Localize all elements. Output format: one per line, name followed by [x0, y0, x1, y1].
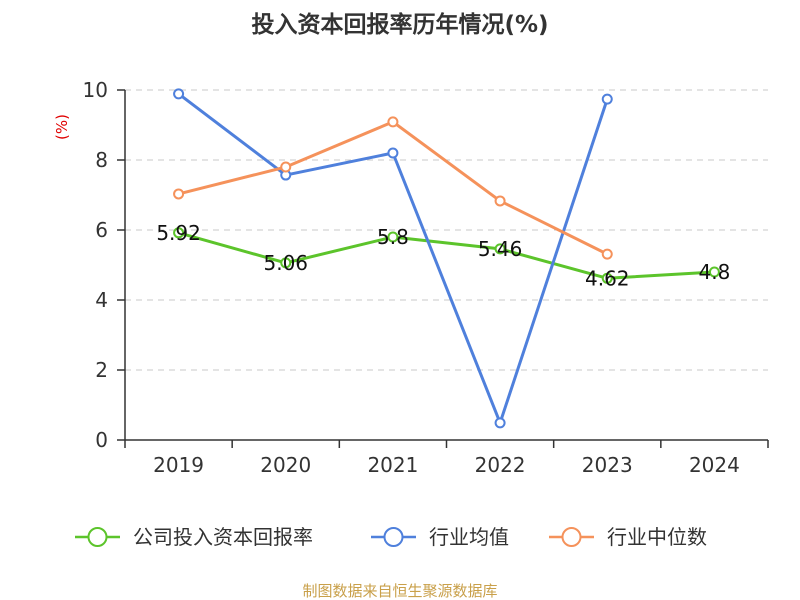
series-0	[173, 227, 720, 284]
data-point[interactable]	[494, 417, 506, 429]
data-point[interactable]	[494, 195, 506, 207]
series-line	[177, 92, 609, 425]
data-label: 5.06	[263, 251, 308, 275]
data-point[interactable]	[708, 266, 720, 278]
source-footer: 制图数据来自恒生聚源数据库	[302, 582, 497, 600]
data-point[interactable]	[387, 116, 399, 128]
data-label: 5.92	[156, 221, 201, 245]
x-tick-label: 2021	[367, 453, 418, 477]
legend[interactable]: 公司投入资本回报率 行业均值 行业中位数	[75, 525, 707, 549]
y-tick-label: 10	[83, 78, 108, 102]
y-tick-label: 6	[95, 218, 108, 242]
legend-marker	[561, 527, 582, 547]
data-labels: 5.92 5.06 5.8 5.46 4.62 4.8	[156, 221, 730, 290]
data-point[interactable]	[280, 161, 292, 173]
data-point[interactable]	[494, 243, 506, 255]
x-tick-label: 2024	[689, 453, 740, 477]
data-point[interactable]	[173, 88, 185, 100]
data-point[interactable]	[173, 188, 185, 200]
y-tick-label: 4	[95, 288, 108, 312]
x-tick-label: 2023	[582, 453, 633, 477]
series-layer	[173, 88, 720, 429]
chart-title: 投入资本回报率历年情况(%)	[251, 11, 548, 38]
data-point[interactable]	[387, 147, 399, 159]
gridlines	[125, 89, 768, 371]
data-point[interactable]	[601, 93, 613, 105]
y-axis-label: (%)	[53, 114, 71, 140]
data-label: 4.62	[585, 266, 630, 290]
legend-item-1[interactable]: 行业均值	[371, 525, 509, 549]
data-label: 4.8	[699, 260, 731, 284]
data-point[interactable]	[601, 272, 613, 284]
series-line	[177, 231, 716, 280]
data-label: 5.46	[478, 237, 523, 261]
x-tick-label: 2022	[475, 453, 526, 477]
axes: 0 2 4 6 8 10 2019 2020 2021 2022 2023 2024	[83, 78, 769, 477]
legend-label: 公司投入资本回报率	[133, 525, 313, 549]
data-point[interactable]	[280, 257, 292, 269]
series-1	[173, 88, 613, 429]
y-tick-label: 2	[95, 358, 108, 382]
legend-marker	[87, 527, 108, 547]
data-label: 5.8	[377, 225, 409, 249]
x-tick-label: 2020	[260, 453, 311, 477]
y-tick-label: 0	[95, 428, 108, 452]
data-point[interactable]	[601, 248, 613, 260]
legend-item-2[interactable]: 行业中位数	[549, 525, 707, 549]
data-point[interactable]	[173, 227, 185, 239]
series-2	[173, 116, 613, 260]
legend-marker	[383, 527, 404, 547]
x-tick-label: 2019	[153, 453, 204, 477]
y-tick-label: 8	[95, 148, 108, 172]
legend-label: 行业中位数	[607, 525, 707, 549]
legend-item-0[interactable]: 公司投入资本回报率	[75, 525, 313, 549]
data-point[interactable]	[387, 231, 399, 243]
legend-label: 行业均值	[429, 525, 509, 549]
